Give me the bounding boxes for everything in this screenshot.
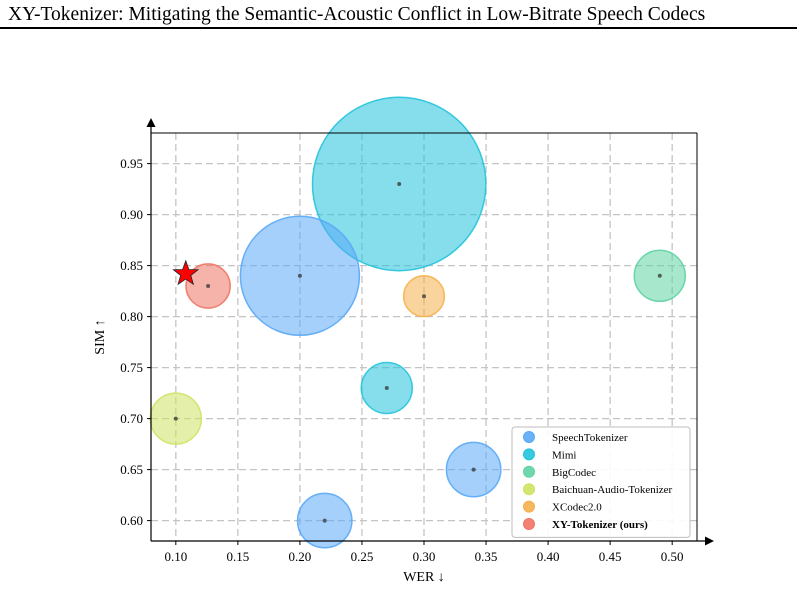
legend-swatch [523,448,535,461]
y-axis-title: SIM ↑ [93,319,108,354]
y-tick-label: 0.70 [120,411,143,426]
running-header: XY-Tokenizer: Mitigating the Semantic-Ac… [8,4,706,25]
x-tick-label: 0.15 [226,549,249,564]
x-axis-arrow [705,536,714,546]
y-tick-label: 0.60 [120,513,143,528]
grid-layer [151,133,697,541]
legend-swatch [523,483,535,496]
legend-label: XY-Tokenizer (ours) [552,519,648,531]
legend: SpeechTokenizer Mimi BigCodec Baichuan-Audi… [511,426,691,538]
legend-swatch [523,465,535,478]
x-tick-label: 0.30 [413,549,436,564]
bubble-center-1-0 [397,182,402,186]
legend-swatch [523,431,535,443]
header-rule [0,27,797,29]
legend-label: SpeechTokenizer [552,432,628,444]
y-tick-label: 0.65 [120,462,143,477]
bubble-center-5-0 [206,284,211,288]
x-tick-label: 0.10 [164,549,187,564]
y-tick-label: 0.90 [120,207,143,222]
x-axis-title: WER ↓ [403,570,445,585]
bubble-center-1-1 [384,386,389,390]
y-tick-label: 0.75 [120,360,143,375]
bubble-center-2-0 [657,273,662,278]
bubble-center-0-1 [471,467,476,472]
x-tick-label: 0.25 [351,549,374,564]
bubble-layer [149,96,687,549]
x-tick-label: 0.40 [537,549,560,564]
legend-label: XCodec2.0 [552,502,602,514]
legend-label: Mimi [552,449,576,461]
x-tick-label: 0.20 [289,549,312,564]
x-tick-label: 0.45 [599,549,622,564]
bubble-center-3-0 [173,416,178,421]
legend-swatch [523,518,535,530]
star-marker [172,259,200,286]
y-axis-arrow [146,118,156,127]
legend-swatch [523,500,535,513]
bubble-center-4-0 [422,294,426,299]
y-tick-label: 0.95 [120,156,143,171]
bubble-center-0-2 [322,518,327,523]
legend-label: Baichuan-Audio-Tokenizer [552,484,673,496]
y-tick-label: 0.85 [120,258,143,273]
legend-label: BigCodec [552,467,596,479]
legend-box [511,426,691,538]
x-tick-label: 0.35 [475,549,498,564]
bubble-center-0-0 [297,273,302,278]
axes-layer: 0.10 0.15 0.20 0.25 0.30 0.35 0.40 0.45 0.50 0.60… [93,118,714,585]
y-tick-label: 0.80 [120,309,143,324]
x-tick-label: 0.50 [661,549,684,564]
